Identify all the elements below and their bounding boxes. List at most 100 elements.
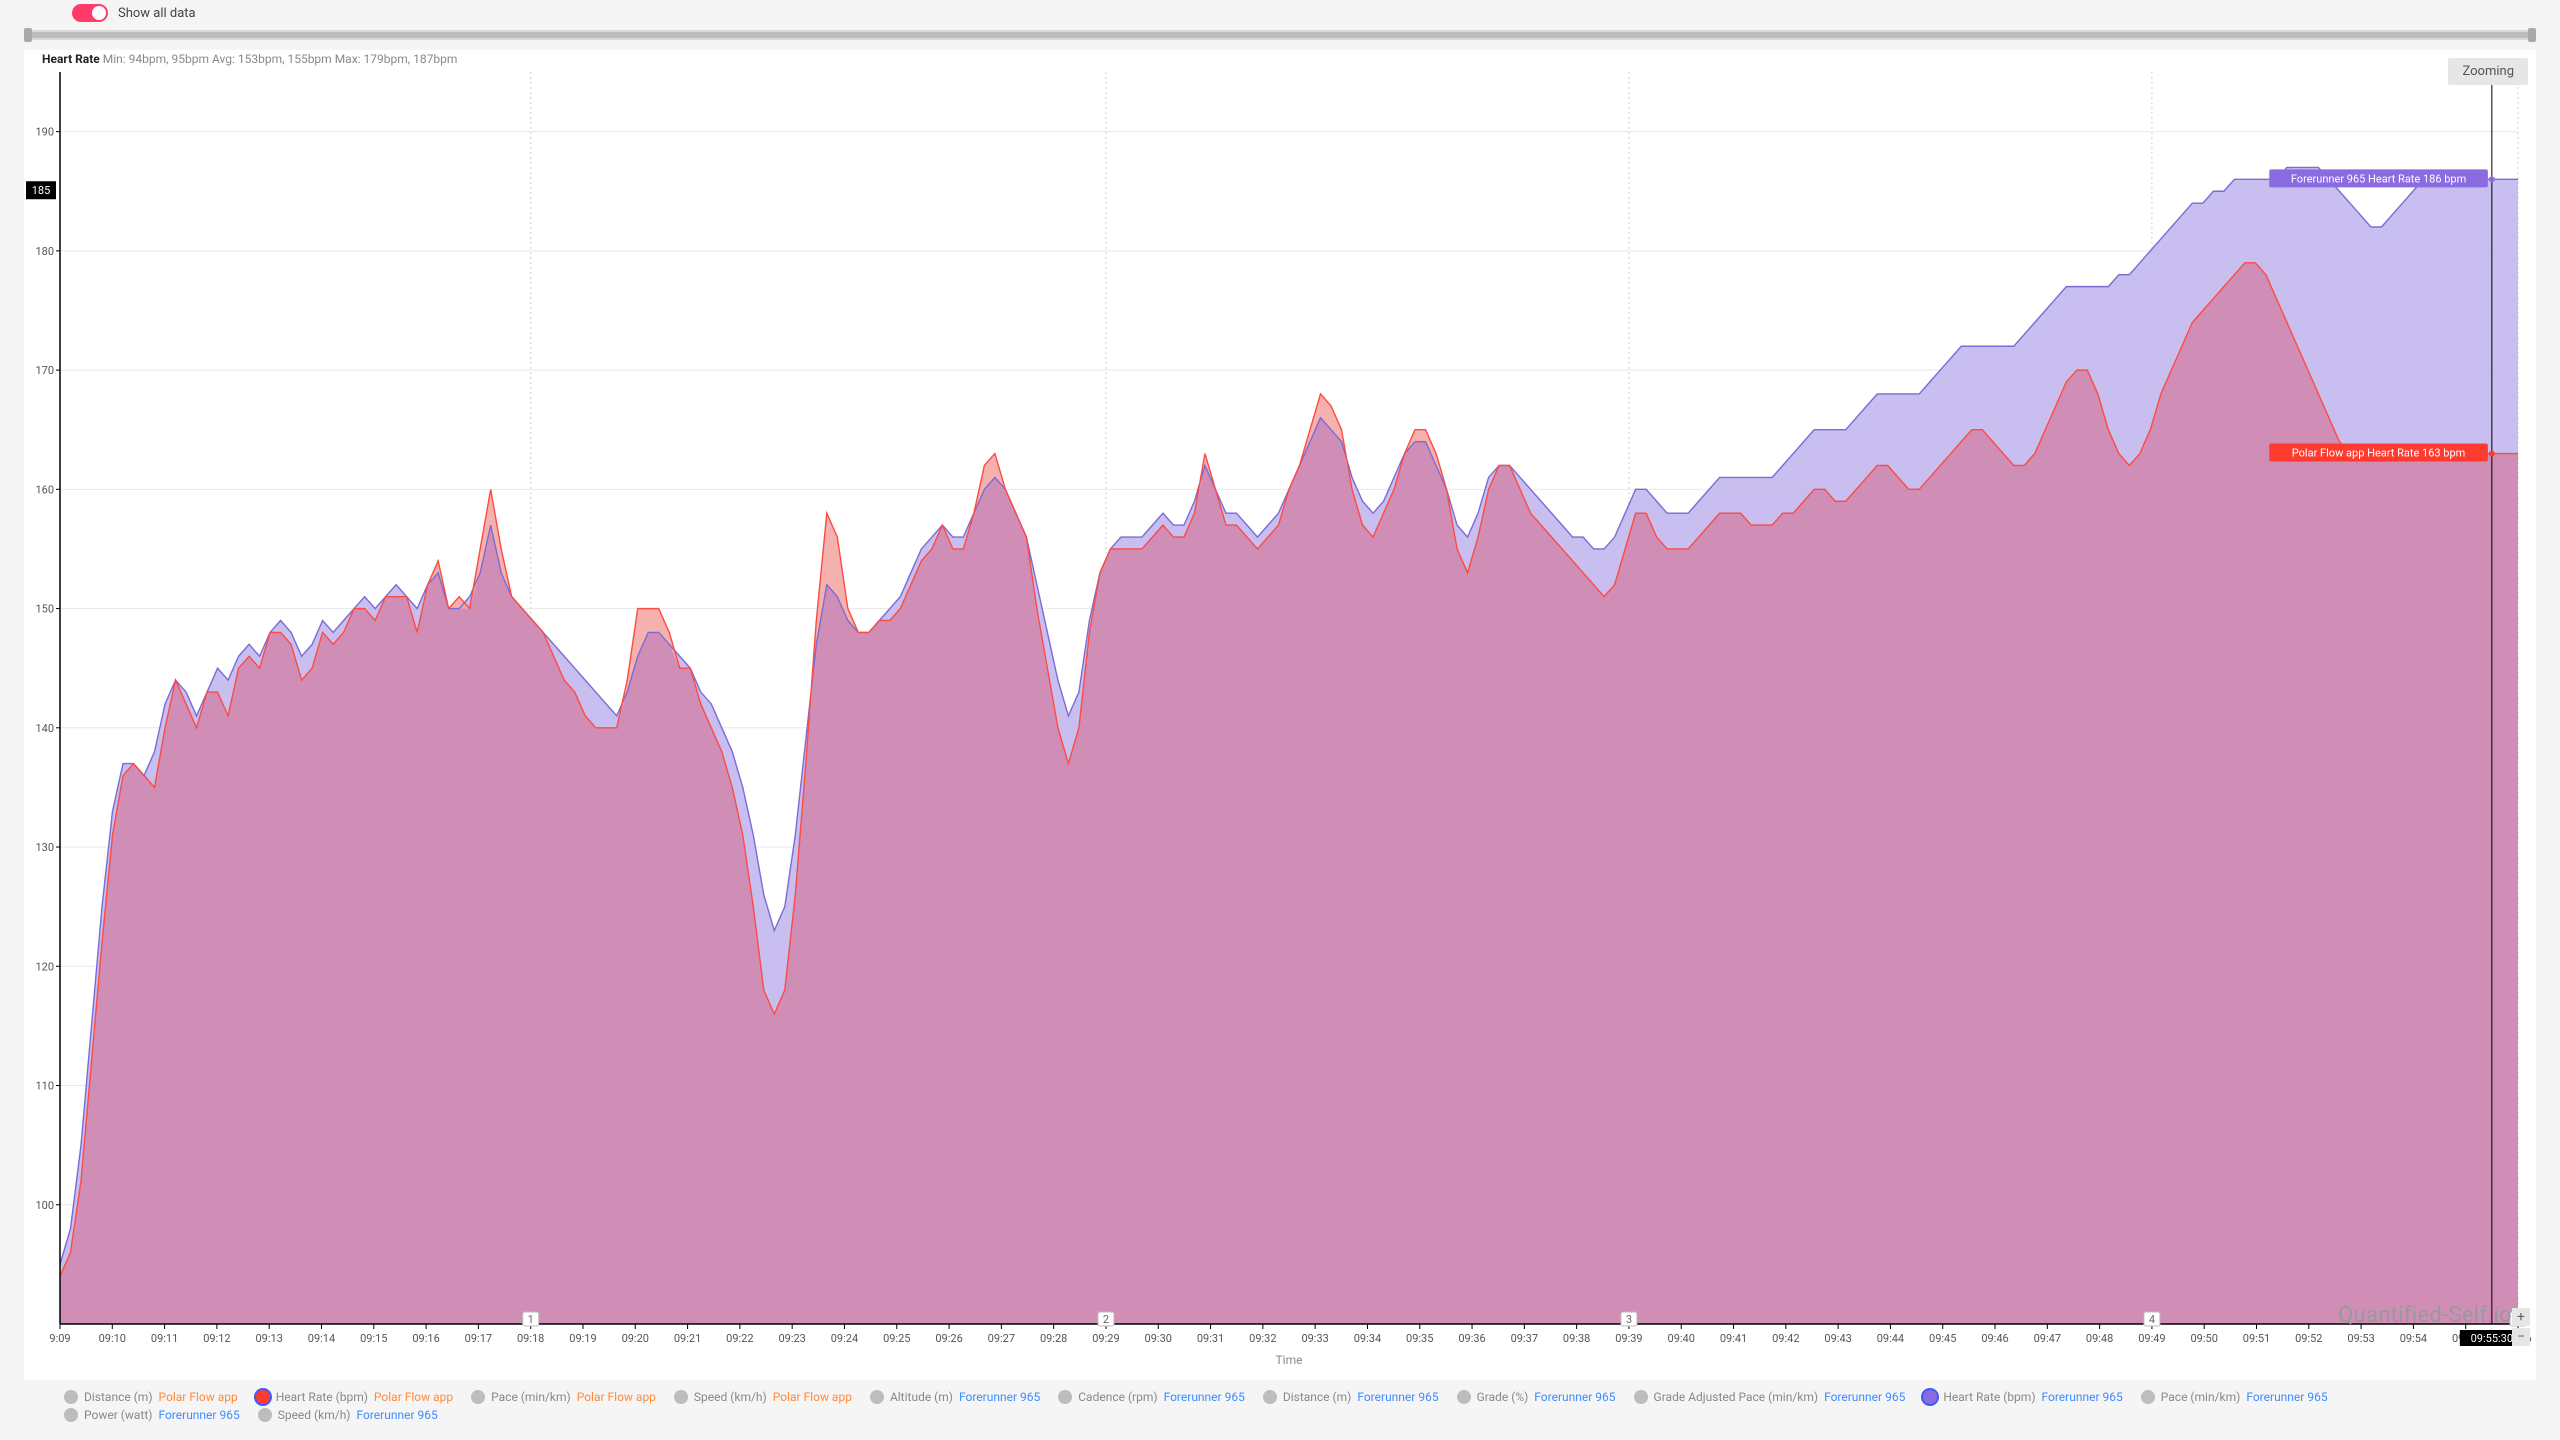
legend-source: Forerunner 965 [158, 1408, 239, 1422]
legend-swatch [471, 1390, 485, 1404]
legend-metric: Pace (min/km) [491, 1390, 571, 1404]
svg-text:Polar Flow app Heart Rate 163: Polar Flow app Heart Rate 163 bpm [2292, 447, 2466, 460]
svg-text:09:14: 09:14 [308, 1332, 335, 1345]
legend-source: Forerunner 965 [1164, 1390, 1245, 1404]
svg-text:09:49: 09:49 [2138, 1332, 2165, 1345]
legend-metric: Heart Rate (bpm) [1943, 1390, 2035, 1404]
legend-swatch [256, 1390, 270, 1404]
legend-swatch [2141, 1390, 2155, 1404]
zoom-mode-button[interactable]: Zooming [2448, 58, 2528, 85]
svg-text:09:13: 09:13 [255, 1332, 282, 1345]
svg-text:09:22: 09:22 [726, 1332, 753, 1345]
svg-text:09:21: 09:21 [674, 1332, 701, 1345]
svg-text:09:24: 09:24 [831, 1332, 858, 1345]
svg-text:130: 130 [35, 841, 54, 854]
svg-text:180: 180 [35, 245, 54, 258]
legend-swatch [1634, 1390, 1648, 1404]
legend-item[interactable]: Heart Rate (bpm)Forerunner 965 [1923, 1390, 2122, 1404]
svg-text:09:50: 09:50 [2191, 1332, 2218, 1345]
svg-text:09:34: 09:34 [1354, 1332, 1381, 1345]
svg-text:185: 185 [32, 184, 51, 197]
zoom-in-button[interactable]: + [2512, 1308, 2530, 1326]
svg-text:110: 110 [35, 1080, 54, 1093]
legend-item[interactable]: Power (watt) Forerunner 965 [64, 1408, 240, 1422]
svg-text:09:40: 09:40 [1668, 1332, 1695, 1345]
time-scrubber[interactable] [24, 30, 2536, 40]
legend-metric: Grade (%) [1477, 1390, 1529, 1404]
svg-text:09:39: 09:39 [1615, 1332, 1642, 1345]
legend-item[interactable]: Altitude (m)Forerunner 965 [870, 1390, 1040, 1404]
legend-metric: Heart Rate (bpm) [276, 1390, 368, 1404]
svg-text:09:32: 09:32 [1249, 1332, 1276, 1345]
legend-metric: Cadence (rpm) [1078, 1390, 1157, 1404]
legend-metric: Power (watt) [84, 1408, 152, 1422]
legend-swatch [674, 1390, 688, 1404]
watermark: Quantified-Self.io [2338, 1303, 2512, 1328]
legend-metric: Distance (m) [84, 1390, 153, 1404]
svg-text:9:09: 9:09 [49, 1332, 70, 1345]
svg-text:150: 150 [35, 603, 54, 616]
svg-text:09:45: 09:45 [1929, 1332, 1956, 1345]
legend-source: Forerunner 965 [357, 1408, 438, 1422]
legend-source: Polar Flow app [577, 1390, 656, 1404]
legend-swatch [1923, 1390, 1937, 1404]
svg-text:140: 140 [35, 722, 54, 735]
svg-text:09:47: 09:47 [2034, 1332, 2061, 1345]
legend-metric: Speed (km/h) [694, 1390, 767, 1404]
legend-swatch [870, 1390, 884, 1404]
legend-swatch [1263, 1390, 1277, 1404]
svg-text:4: 4 [2149, 1313, 2155, 1326]
legend-item[interactable]: Heart Rate (bpm)Polar Flow app [256, 1390, 453, 1404]
legend-item[interactable]: Grade (%)Forerunner 965 [1457, 1390, 1616, 1404]
svg-text:170: 170 [35, 364, 54, 377]
heart-rate-chart[interactable]: 1001101201301401501601701801909:0909:100… [24, 50, 2536, 1380]
svg-text:09:31: 09:31 [1197, 1332, 1224, 1345]
svg-text:09:20: 09:20 [622, 1332, 649, 1345]
svg-text:09:27: 09:27 [988, 1332, 1015, 1345]
legend-source: Forerunner 965 [959, 1390, 1040, 1404]
svg-text:09:26: 09:26 [935, 1332, 962, 1345]
svg-text:1: 1 [528, 1313, 534, 1326]
svg-text:Time: Time [1276, 1353, 1303, 1367]
svg-text:3: 3 [1626, 1313, 1632, 1326]
svg-text:09:16: 09:16 [412, 1332, 439, 1345]
svg-text:09:29: 09:29 [1092, 1332, 1119, 1345]
svg-text:09:46: 09:46 [1981, 1332, 2008, 1345]
legend-metric: Grade Adjusted Pace (min/km) [1654, 1390, 1819, 1404]
svg-text:2: 2 [1103, 1313, 1109, 1326]
legend-metric: Distance (m) [1283, 1390, 1352, 1404]
legend-item[interactable]: Cadence (rpm) Forerunner 965 [1058, 1390, 1245, 1404]
legend-item[interactable]: Speed (km/h)Polar Flow app [674, 1390, 852, 1404]
legend-source: Forerunner 965 [1357, 1390, 1438, 1404]
show-all-data-toggle[interactable] [72, 4, 108, 22]
svg-text:09:28: 09:28 [1040, 1332, 1067, 1345]
svg-text:09:53: 09:53 [2347, 1332, 2374, 1345]
legend: Distance (m) Polar Flow app Heart Rate (bp… [24, 1380, 2536, 1422]
svg-text:09:38: 09:38 [1563, 1332, 1590, 1345]
scrubber-handle-right[interactable] [2528, 28, 2536, 42]
legend-item[interactable]: Speed (km/h)Forerunner 965 [258, 1408, 438, 1422]
chart-container: Heart Rate Min: 94bpm, 95bpm Avg: 153bpm… [24, 50, 2536, 1380]
scrubber-handle-left[interactable] [24, 28, 32, 42]
legend-source: Forerunner 965 [2246, 1390, 2327, 1404]
legend-item[interactable]: Distance (m) Polar Flow app [64, 1390, 238, 1404]
svg-text:09:19: 09:19 [569, 1332, 596, 1345]
svg-text:120: 120 [35, 960, 54, 973]
svg-text:09:33: 09:33 [1301, 1332, 1328, 1345]
svg-text:09:52: 09:52 [2295, 1332, 2322, 1345]
zoom-out-button[interactable]: − [2512, 1328, 2530, 1346]
legend-swatch [64, 1390, 78, 1404]
svg-text:09:11: 09:11 [151, 1332, 178, 1345]
svg-text:09:18: 09:18 [517, 1332, 544, 1345]
legend-swatch [64, 1408, 78, 1422]
svg-text:09:41: 09:41 [1720, 1332, 1747, 1345]
legend-item[interactable]: Pace (min/km)Forerunner 965 [2141, 1390, 2328, 1404]
legend-item[interactable]: Grade Adjusted Pace (min/km)Forerunner 9… [1634, 1390, 1906, 1404]
svg-text:09:10: 09:10 [99, 1332, 126, 1345]
svg-text:160: 160 [35, 483, 54, 496]
legend-item[interactable]: Distance (m) Forerunner 965 [1263, 1390, 1439, 1404]
legend-item[interactable]: Pace (min/km) Polar Flow app [471, 1390, 656, 1404]
svg-text:Forerunner 965 Heart Rate 186: Forerunner 965 Heart Rate 186 bpm [2291, 172, 2466, 185]
legend-source: Polar Flow app [159, 1390, 238, 1404]
svg-text:100: 100 [35, 1199, 54, 1212]
